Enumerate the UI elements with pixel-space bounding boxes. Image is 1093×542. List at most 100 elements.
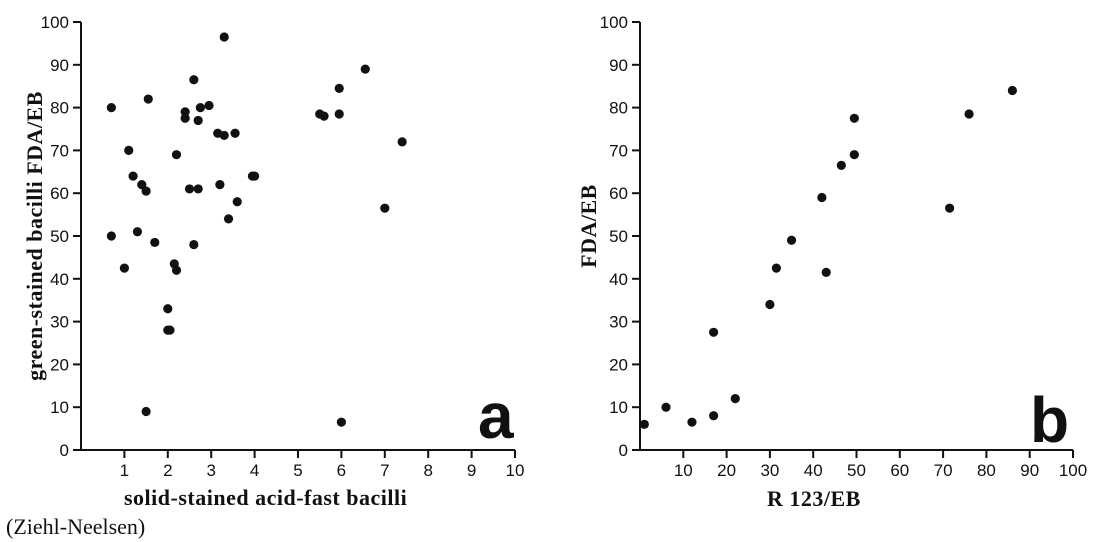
panel-b-data-point bbox=[771, 263, 781, 273]
panel-a-y-tick-label: 60 bbox=[50, 184, 69, 203]
panel-b-data-point bbox=[821, 267, 831, 277]
panel-a-data-point bbox=[189, 239, 199, 250]
panel-b-scatter-chart: 0 10 20 30 40 50 60 70 80 90 100 10 20 30 40 50 60 70 80 90… bbox=[576, 13, 1087, 511]
panel-b-x-tick-label: 40 bbox=[804, 461, 823, 480]
panel-b-data-point bbox=[964, 109, 974, 119]
panel-a-y-tick-label: 50 bbox=[50, 227, 69, 246]
panel-a-y-tick-label: 30 bbox=[50, 313, 69, 332]
panel-a-x-tick-label: 4 bbox=[250, 461, 259, 480]
panel-a-data-point bbox=[143, 94, 153, 104]
panel-a-data-point bbox=[232, 197, 242, 207]
panel-b-y-tick-label: 10 bbox=[609, 398, 628, 417]
panel-a-data-point bbox=[193, 184, 203, 194]
panel-a-y-tick-label: 40 bbox=[50, 270, 69, 289]
panel-a-data-point bbox=[141, 186, 151, 196]
panel-b-x-tick-label: 20 bbox=[717, 461, 736, 480]
panel-b-data-point bbox=[1007, 85, 1017, 96]
panel-a-data-point bbox=[219, 32, 229, 42]
panel-b-data-point bbox=[817, 192, 827, 203]
panel-b-x-tick-label: 10 bbox=[674, 461, 693, 480]
panel-a-data-point bbox=[124, 145, 134, 155]
panel-a-data-point bbox=[180, 107, 190, 117]
panel-b-x-tick-label: 80 bbox=[977, 461, 996, 480]
panel-a-y-tick-label: 100 bbox=[41, 13, 69, 32]
panel-b-y-tick-label: 80 bbox=[609, 99, 628, 118]
panel-a-data-point bbox=[219, 130, 229, 141]
panel-a-y-axis-label: green-stained bacilli FDA/EB bbox=[22, 91, 47, 381]
panel-b-y-tick-label: 100 bbox=[600, 13, 628, 32]
panel-b-y-tick-label: 20 bbox=[609, 355, 628, 374]
panel-b-y-tick-label: 0 bbox=[619, 441, 628, 460]
panel-a-data-point bbox=[319, 111, 329, 121]
panel-a-x-tick-label: 7 bbox=[380, 461, 389, 480]
panel-a-y-tick-label: 20 bbox=[50, 355, 69, 374]
panel-b-data-point bbox=[944, 203, 955, 213]
panel-a-data-point bbox=[180, 113, 190, 123]
panel-a-data-point bbox=[163, 304, 173, 314]
panel-b-data-point bbox=[709, 327, 719, 337]
panel-a-x-tick-label: 3 bbox=[206, 461, 215, 480]
panel-a-data-point bbox=[106, 103, 116, 113]
panel-b-y-tick-label: 50 bbox=[609, 227, 628, 246]
panel-a-y-tick-label: 0 bbox=[60, 441, 69, 460]
panel-b-data-point bbox=[639, 419, 649, 429]
panel-b-data-point bbox=[661, 402, 671, 412]
panel-a-data-point bbox=[150, 237, 160, 248]
panel-a-letter: a bbox=[478, 380, 514, 452]
panel-a-x-tick-label: 10 bbox=[506, 461, 525, 480]
panel-a-data-point bbox=[106, 231, 116, 241]
panel-b-y-tick-label: 30 bbox=[609, 313, 628, 332]
panel-a-data-point bbox=[189, 75, 199, 85]
panel-a-x-tick-label: 8 bbox=[423, 461, 432, 480]
panel-a-data-point bbox=[215, 180, 225, 190]
panel-b-x-tick-label: 50 bbox=[847, 461, 866, 480]
panel-b-data-point bbox=[730, 394, 740, 404]
panel-a-x-tick-label: 6 bbox=[337, 461, 346, 480]
panel-a-data-point bbox=[230, 128, 240, 138]
panel-a-data-point bbox=[334, 83, 344, 93]
panel-a-data-point bbox=[397, 137, 407, 147]
panel-a-data-point bbox=[141, 406, 151, 417]
panel-b-y-tick-label: 90 bbox=[609, 56, 628, 75]
panel-a-y-tick-label: 10 bbox=[50, 398, 69, 417]
panel-a-y-tick-label: 70 bbox=[50, 141, 69, 160]
panel-a-data-point bbox=[380, 203, 390, 213]
panel-b-data-point bbox=[849, 113, 859, 123]
panel-b-x-tick-label: 30 bbox=[760, 461, 779, 480]
panel-a-data-point bbox=[195, 103, 205, 113]
panel-a-data-point bbox=[165, 325, 175, 335]
panel-a-data-point bbox=[193, 115, 203, 126]
panel-a-data-point bbox=[334, 109, 344, 119]
panel-b-x-tick-label: 90 bbox=[1020, 461, 1039, 480]
panel-b-data-point bbox=[709, 411, 719, 421]
panel-b-y-tick-label: 60 bbox=[609, 184, 628, 203]
panel-a-data-point bbox=[223, 214, 234, 224]
panel-a-x-tick-label: 2 bbox=[163, 461, 172, 480]
panel-b-y-tick-label: 40 bbox=[609, 270, 628, 289]
panel-b-y-tick-label: 70 bbox=[609, 141, 628, 160]
panel-a-data-point bbox=[250, 171, 260, 181]
panel-a-data-point bbox=[132, 227, 143, 237]
panel-b-x-tick-label: 70 bbox=[934, 461, 953, 480]
panel-b-x-tick-label: 60 bbox=[890, 461, 909, 480]
panel-a-x-tick-label: 1 bbox=[120, 461, 129, 480]
panel-b-letter: b bbox=[1030, 384, 1069, 456]
panel-b-x-tick-label: 100 bbox=[1059, 461, 1087, 480]
panel-a-data-point bbox=[119, 263, 129, 273]
panel-a-x-tick-label: 9 bbox=[467, 461, 476, 480]
panel-a-x-tick-label: 5 bbox=[293, 461, 302, 480]
panel-b-data-point bbox=[849, 150, 859, 160]
panel-b-y-axis-label: FDA/EB bbox=[576, 184, 601, 268]
panel-a-y-tick-label: 90 bbox=[50, 56, 69, 75]
panel-a-data-point bbox=[171, 265, 182, 275]
panel-a-data-point bbox=[336, 417, 346, 427]
panel-a-data-point bbox=[171, 150, 182, 160]
panel-b-data-point bbox=[786, 235, 797, 245]
panel-b-data-point bbox=[687, 417, 697, 427]
panel-a-data-point bbox=[128, 171, 138, 181]
panel-a-data-point bbox=[204, 100, 214, 111]
panel-a-data-point bbox=[360, 64, 370, 74]
panel-b-x-axis-label: R 123/EB bbox=[767, 486, 861, 511]
panel-b-data-point bbox=[765, 299, 775, 310]
